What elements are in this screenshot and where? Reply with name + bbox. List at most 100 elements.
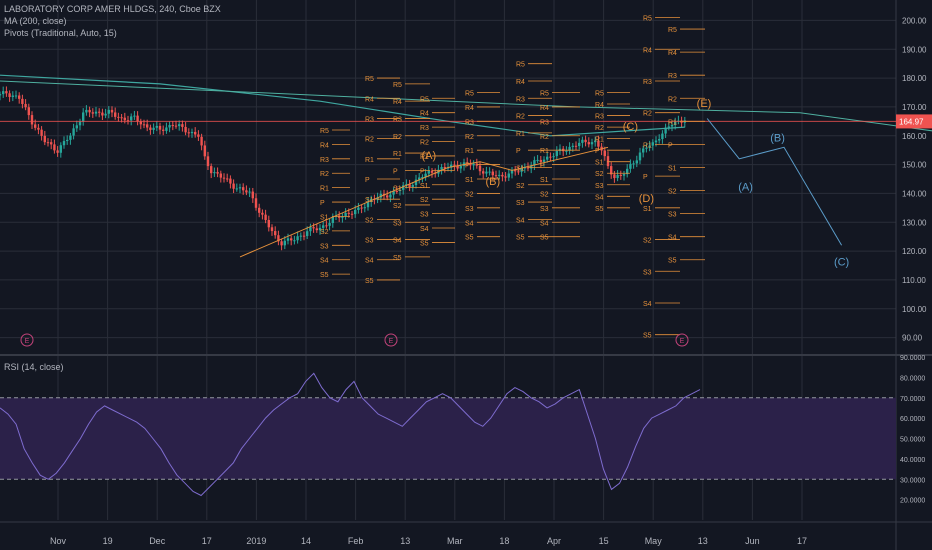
candle-body bbox=[539, 159, 542, 162]
candle-body bbox=[414, 179, 418, 186]
candle-body bbox=[226, 178, 229, 180]
symbol-title: LABORATORY CORP AMER HLDGS, 240, Cboe BZ… bbox=[4, 4, 221, 14]
pivot-level-label: R5 bbox=[540, 91, 549, 98]
pivot-level-label: S1 bbox=[516, 165, 525, 172]
y-tick-label: 150.00 bbox=[902, 161, 927, 170]
earnings-marker bbox=[384, 333, 398, 347]
candle-body bbox=[632, 163, 635, 165]
earnings-marker-label: E bbox=[389, 338, 394, 345]
candle-body bbox=[126, 120, 130, 122]
candle-body bbox=[584, 139, 587, 143]
candle-body bbox=[88, 109, 91, 113]
candle-body bbox=[213, 172, 216, 174]
pivot-level-label: S3 bbox=[465, 206, 474, 213]
pivot-level-label: S2 bbox=[365, 217, 374, 224]
y-tick-label: 160.00 bbox=[902, 132, 927, 141]
candle-body bbox=[270, 227, 274, 232]
candle-body bbox=[366, 202, 370, 208]
candle-body bbox=[152, 127, 155, 130]
candle-body bbox=[328, 222, 331, 226]
pivot-level-label: S5 bbox=[540, 235, 549, 242]
pivot-level-label: R4 bbox=[365, 96, 374, 103]
candle-body bbox=[62, 141, 66, 146]
candle-body bbox=[238, 187, 242, 189]
candle-body bbox=[50, 142, 53, 145]
pivot-level-label: S4 bbox=[365, 258, 374, 265]
candle-body bbox=[293, 240, 296, 242]
candle-body bbox=[2, 91, 5, 95]
candle-body bbox=[232, 183, 235, 189]
candle-body bbox=[190, 131, 194, 134]
pivot-level-label: S3 bbox=[320, 243, 329, 250]
pivot-level-label: R5 bbox=[420, 96, 429, 103]
candle-body bbox=[542, 159, 546, 162]
rsi-title: RSI (14, close) bbox=[4, 362, 64, 372]
pivot-level-label: P bbox=[643, 174, 648, 181]
candle-body bbox=[667, 126, 670, 128]
candle-body bbox=[638, 152, 642, 161]
candle-body bbox=[402, 185, 405, 190]
candle-body bbox=[8, 93, 11, 97]
pivot-level-label: S1 bbox=[643, 206, 652, 213]
candle-body bbox=[104, 113, 107, 116]
earnings-marker-label: E bbox=[25, 338, 30, 345]
candle-body bbox=[459, 165, 462, 169]
pivot-level-label: R4 bbox=[420, 111, 429, 118]
candle-body bbox=[123, 117, 126, 121]
candle-body bbox=[670, 124, 674, 127]
pivot-level-label: S3 bbox=[668, 212, 677, 219]
candle-body bbox=[98, 111, 101, 113]
pivot-level-label: S2 bbox=[595, 171, 604, 178]
pivot-level-label: S5 bbox=[516, 235, 525, 242]
pivot-level-label: S5 bbox=[595, 206, 604, 213]
candle-body bbox=[510, 170, 514, 174]
candle-body bbox=[229, 178, 232, 184]
candle-body bbox=[491, 171, 494, 176]
pivot-level-label: S1 bbox=[465, 177, 474, 184]
pivot-level-label: S5 bbox=[420, 240, 429, 247]
pivot-level-label: R3 bbox=[668, 73, 677, 80]
candle-body bbox=[299, 235, 302, 237]
candle-body bbox=[85, 109, 88, 113]
candle-body bbox=[139, 121, 142, 125]
pivot-level-label: S4 bbox=[540, 220, 549, 227]
pivot-level-label: S5 bbox=[365, 278, 374, 285]
pivot-level-label: R4 bbox=[643, 47, 652, 54]
pivot-level-label: R1 bbox=[420, 154, 429, 161]
pivot-level-label: S4 bbox=[420, 226, 429, 233]
x-tick-label: 13 bbox=[698, 536, 708, 546]
candle-body bbox=[18, 95, 21, 99]
pivot-level-label: R4 bbox=[540, 105, 549, 112]
candle-body bbox=[325, 225, 328, 227]
pivot-level-label: P bbox=[668, 142, 673, 149]
candle-body bbox=[302, 235, 306, 237]
pivot-level-label: R5 bbox=[365, 76, 374, 83]
candle-body bbox=[424, 173, 427, 177]
candle-body bbox=[94, 111, 98, 114]
candle-body bbox=[30, 115, 34, 125]
candle-body bbox=[405, 184, 408, 186]
candle-body bbox=[133, 115, 136, 117]
pivot-level-label: R2 bbox=[393, 134, 402, 141]
candle-body bbox=[648, 145, 651, 148]
candle-body bbox=[267, 219, 270, 228]
candle-body bbox=[363, 207, 366, 209]
pivot-level-label: R4 bbox=[516, 79, 525, 86]
wave-line bbox=[239, 146, 609, 258]
pivot-level-label: R5 bbox=[320, 128, 329, 135]
pivot-level-label: R3 bbox=[595, 114, 604, 121]
ma-200-line bbox=[0, 74, 685, 137]
candle-body bbox=[421, 176, 424, 178]
candle-body bbox=[658, 139, 661, 141]
candle-body bbox=[530, 165, 533, 169]
pivot-level-label: S3 bbox=[643, 269, 652, 276]
candle-body bbox=[546, 156, 549, 160]
rsi-tick-label: 20.0000 bbox=[900, 498, 925, 505]
candle-body bbox=[453, 164, 456, 166]
last-price-label: 164.97 bbox=[899, 117, 924, 126]
candle-body bbox=[578, 142, 581, 147]
x-tick-label: Feb bbox=[348, 536, 364, 546]
pivot-level-label: P bbox=[320, 200, 325, 207]
candle-body bbox=[466, 162, 469, 164]
